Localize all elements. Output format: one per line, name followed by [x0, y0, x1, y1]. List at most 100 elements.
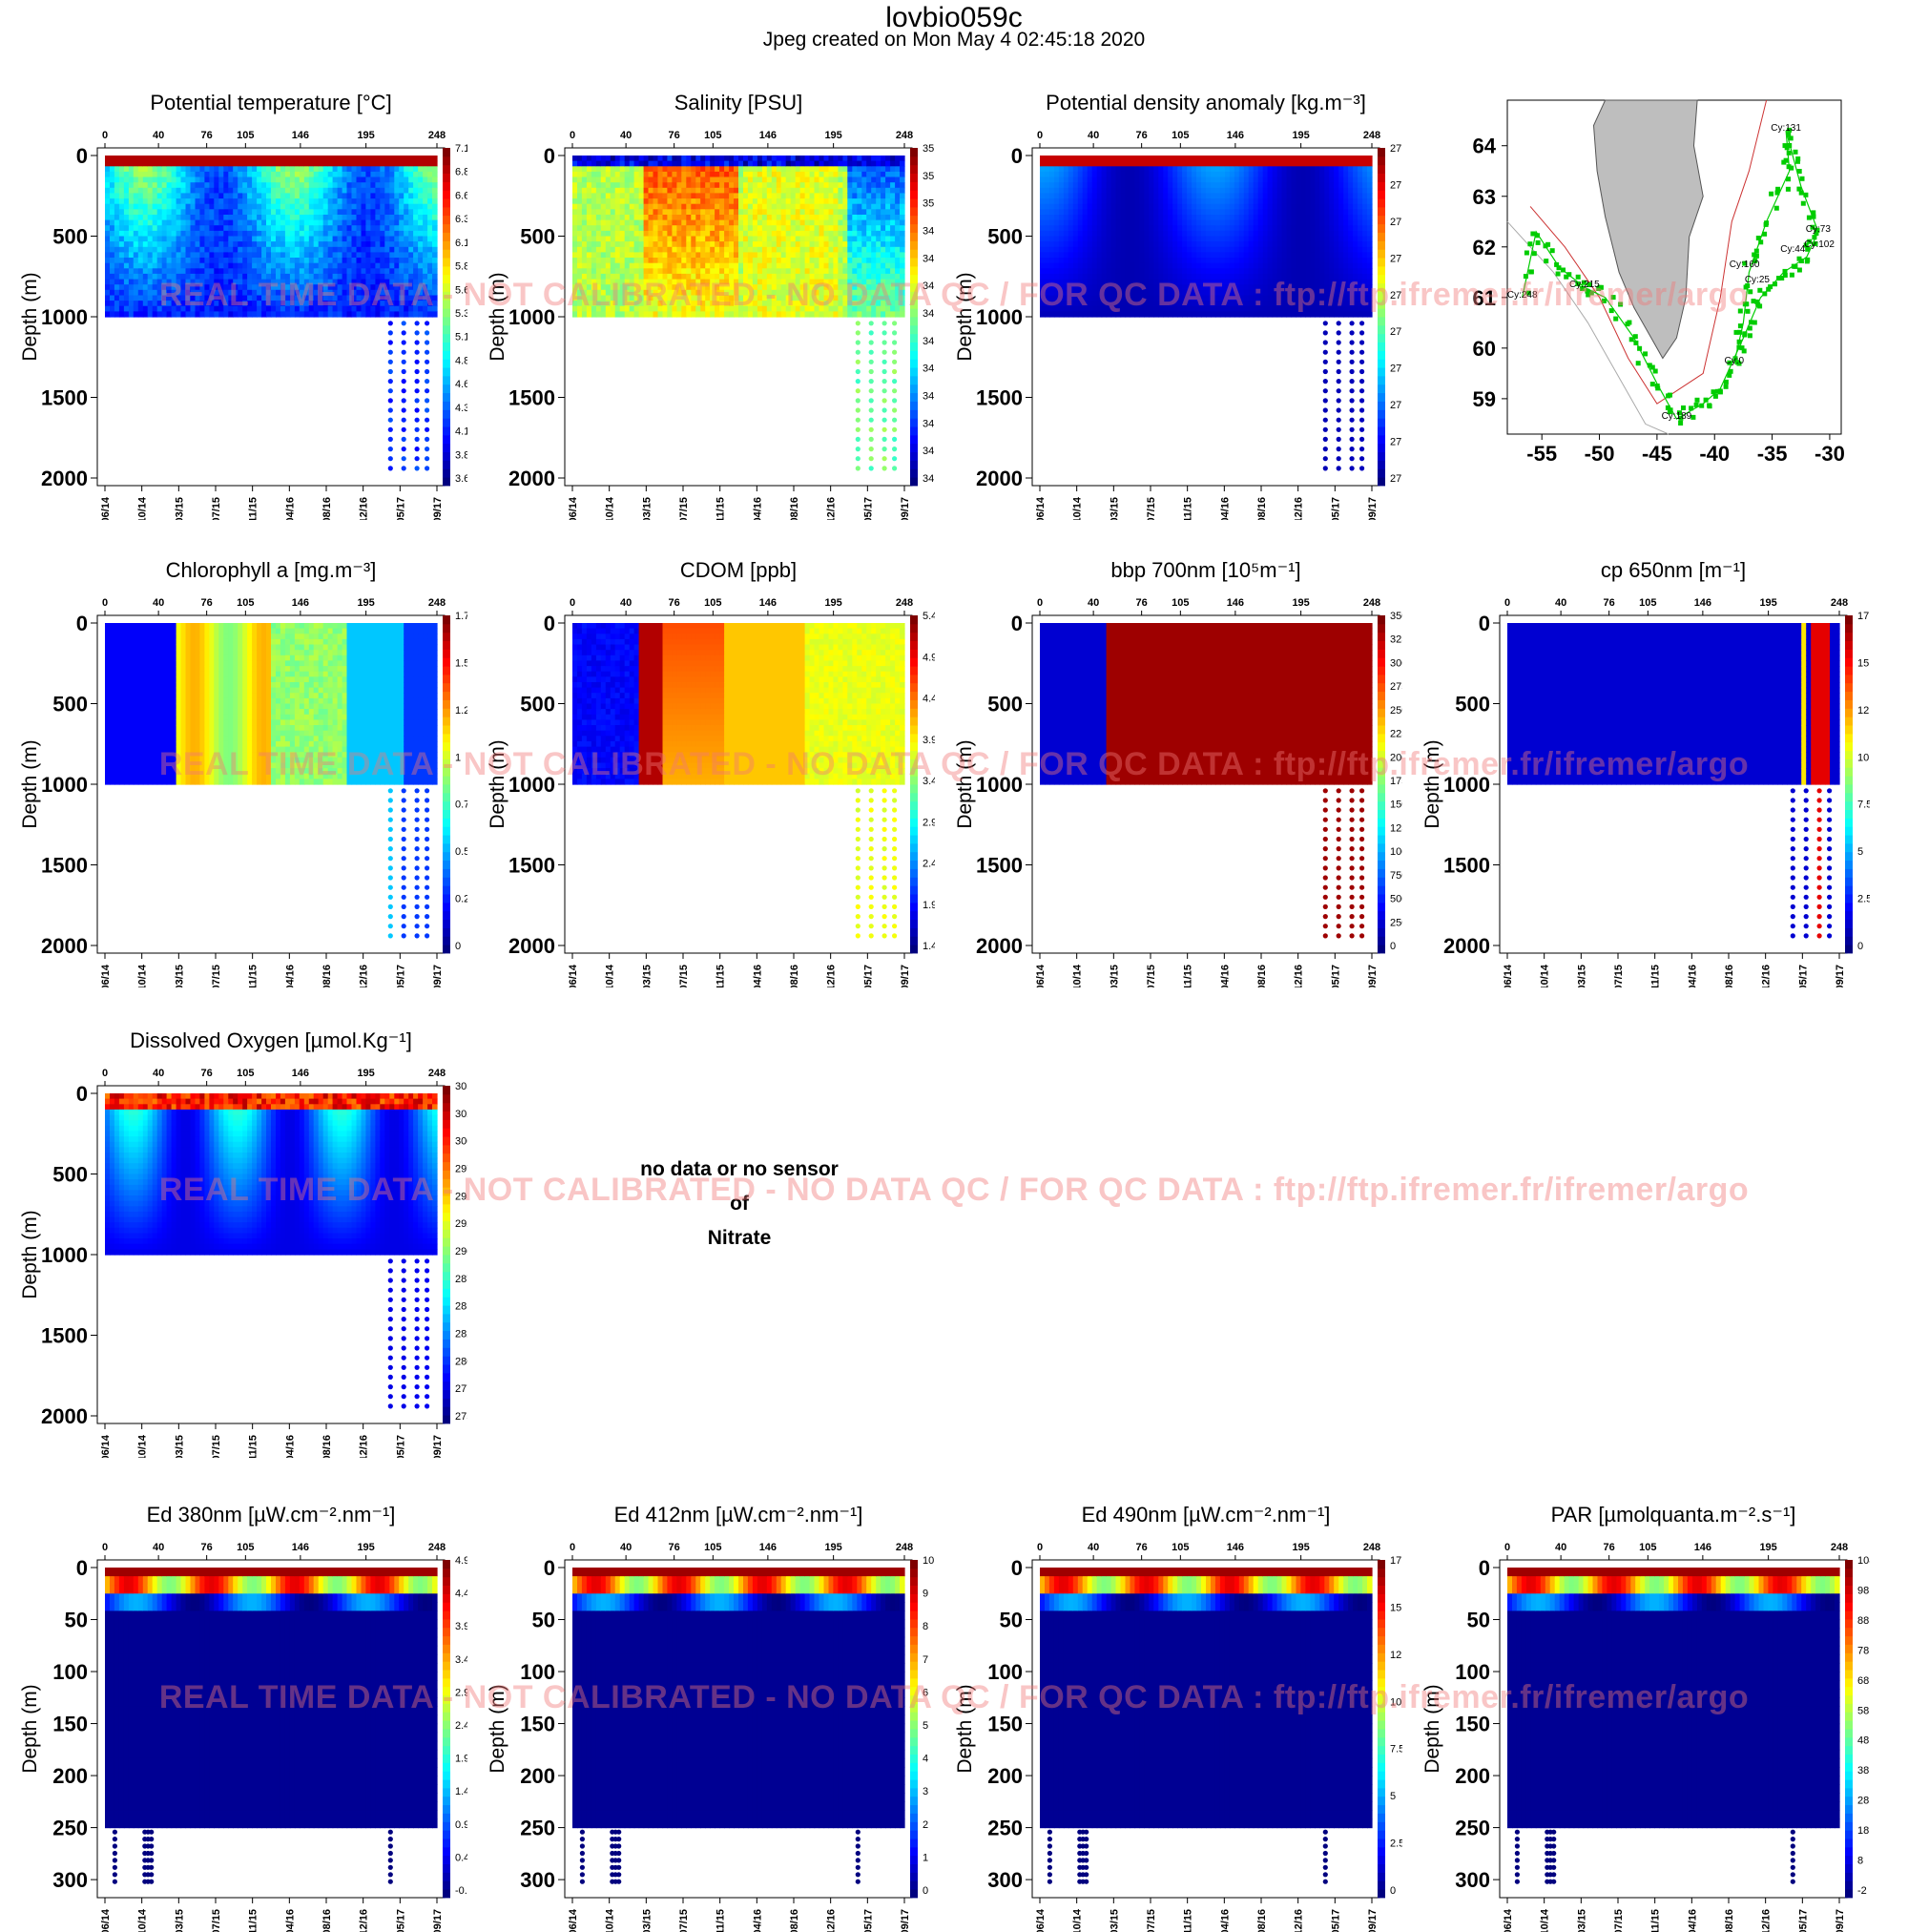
- heatmap-cell: [857, 204, 862, 210]
- deep-profile-dot: [415, 398, 420, 403]
- heatmap-cell: [228, 225, 234, 231]
- heatmap-cell: [667, 204, 673, 210]
- heatmap-cell: [615, 215, 621, 220]
- heatmap-cell: [781, 241, 787, 247]
- heatmap-cell: [342, 284, 348, 290]
- heatmap-cell: [365, 161, 371, 167]
- heatmap-cell: [829, 231, 835, 237]
- heatmap-cell: [805, 284, 811, 290]
- heatmap-cell: [323, 268, 329, 274]
- heatmap-cell: [596, 284, 602, 290]
- heatmap-cell: [700, 204, 706, 210]
- heatmap-cell: [777, 220, 782, 226]
- heatmap-cell: [738, 241, 744, 247]
- heatmap-cell: [196, 156, 201, 161]
- heatmap-cell: [114, 193, 120, 198]
- heatmap-cell: [271, 161, 277, 167]
- heatmap-cell: [352, 311, 358, 317]
- heatmap-cell: [700, 198, 706, 204]
- heatmap-cell: [639, 215, 645, 220]
- heatmap-cell: [676, 231, 682, 237]
- heatmap-cell: [404, 284, 409, 290]
- heatmap-cell: [209, 188, 215, 194]
- deep-profile-dot: [388, 379, 393, 384]
- deep-profile-dot: [425, 379, 429, 384]
- heatmap-cell: [1045, 182, 1050, 188]
- heatmap-cell: [238, 268, 243, 274]
- heatmap-cell: [389, 188, 395, 194]
- heatmap-cell: [218, 252, 224, 258]
- heatmap-cell: [129, 296, 135, 301]
- heatmap-cell: [625, 188, 631, 194]
- cycle-tick-label: 105: [704, 130, 721, 141]
- heatmap-cell: [148, 161, 154, 167]
- heatmap-cell: [323, 182, 329, 188]
- heatmap-cell: [681, 172, 687, 177]
- heatmap-cell: [342, 263, 348, 269]
- heatmap-cell: [724, 182, 730, 188]
- deep-profile-dot: [425, 418, 429, 423]
- heatmap-cell: [881, 215, 886, 220]
- heatmap-cell: [370, 225, 376, 231]
- heatmap-cell: [829, 220, 835, 226]
- heatmap-cell: [591, 241, 597, 247]
- deep-profile-dot: [856, 350, 861, 355]
- deep-profile-dot: [425, 321, 429, 325]
- heatmap-cell: [181, 284, 187, 290]
- heatmap-cell: [399, 220, 404, 226]
- heatmap-cell: [767, 220, 773, 226]
- heatmap-cell: [209, 306, 215, 312]
- heatmap-cell: [295, 268, 301, 274]
- heatmap-cell: [724, 263, 730, 269]
- heatmap-cell: [394, 284, 400, 290]
- deep-profile-dot: [882, 330, 887, 335]
- heatmap-cell: [871, 263, 877, 269]
- heatmap-cell: [881, 290, 886, 296]
- heatmap-cell: [810, 204, 816, 210]
- heatmap-cell: [829, 225, 835, 231]
- heatmap-cell: [285, 193, 291, 198]
- heatmap-cell: [186, 296, 192, 301]
- heatmap-cell: [148, 182, 154, 188]
- heatmap-cell: [695, 306, 701, 312]
- heatmap-cell: [876, 209, 881, 215]
- heatmap-cell: [432, 263, 438, 269]
- heatmap-cell: [333, 198, 339, 204]
- heatmap-cell: [209, 311, 215, 317]
- heatmap-cell: [432, 198, 438, 204]
- heatmap-cell: [110, 268, 115, 274]
- heatmap-cell: [323, 225, 329, 231]
- heatmap-cell: [630, 301, 635, 306]
- heatmap-cell: [596, 204, 602, 210]
- heatmap-cell: [885, 209, 891, 215]
- heatmap-cell: [815, 252, 820, 258]
- heatmap-cell: [384, 220, 390, 226]
- heatmap-cell: [700, 258, 706, 263]
- heatmap-cell: [866, 220, 872, 226]
- heatmap-cell: [686, 172, 692, 177]
- heatmap-cell: [700, 193, 706, 198]
- heatmap-cell: [866, 161, 872, 167]
- heatmap-cell: [304, 284, 310, 290]
- heatmap-cell: [228, 177, 234, 183]
- heatmap-cell: [591, 182, 597, 188]
- heatmap-cell: [314, 204, 320, 210]
- heatmap-cell: [153, 274, 158, 280]
- heatmap-cell: [162, 231, 168, 237]
- heatmap-cell: [394, 280, 400, 285]
- heatmap-cell: [781, 161, 787, 167]
- heatmap-cell: [162, 172, 168, 177]
- heatmap-cell: [1097, 280, 1103, 285]
- heatmap-cell: [681, 237, 687, 242]
- deep-profile-dot: [402, 447, 406, 451]
- heatmap-cell: [338, 258, 343, 263]
- heatmap-cell: [357, 161, 363, 167]
- heatmap-cell: [1083, 231, 1089, 237]
- heatmap-cell: [653, 220, 659, 226]
- heatmap-cell: [658, 220, 664, 226]
- heatmap-cell: [791, 268, 797, 274]
- heatmap-cell: [186, 258, 192, 263]
- heatmap-cell: [1040, 284, 1046, 290]
- heatmap-cell: [724, 306, 730, 312]
- heatmap-cell: [672, 231, 677, 237]
